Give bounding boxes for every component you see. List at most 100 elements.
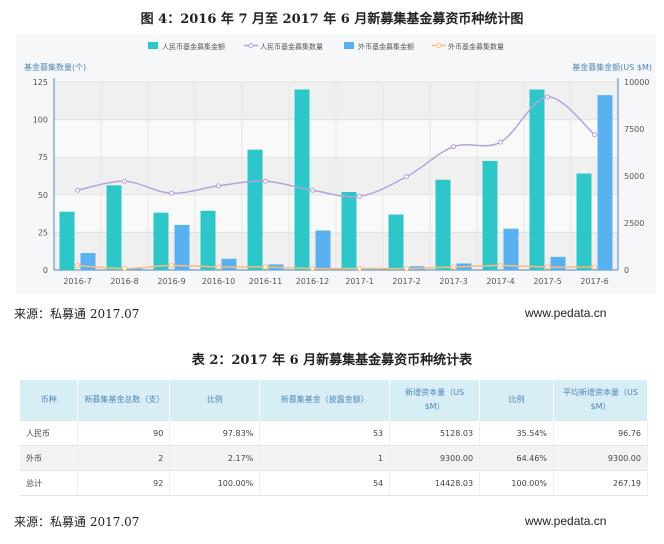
- y-tick-label: 100: [33, 116, 48, 125]
- table-title: 表 2：2017 年 6 月新募集基金募资币种统计表: [191, 353, 473, 368]
- legend-label: 人民币基金募集金额: [162, 42, 225, 51]
- bar: [247, 149, 263, 270]
- legend-label: 人民币基金募集数量: [260, 42, 323, 51]
- line-point: [357, 193, 362, 199]
- header-disclosed-funds: 新募集基金（披露金额）: [259, 380, 391, 421]
- bar: [388, 214, 404, 270]
- cell-fund-count: 2: [77, 445, 171, 471]
- x-tick-label: 2017-6: [580, 277, 608, 286]
- series-line: [77, 264, 595, 270]
- cell-new-capital: 5128.03: [389, 420, 481, 446]
- y2-tick-label: 0: [624, 266, 629, 275]
- cell-capital-ratio: 64.46%: [479, 445, 555, 471]
- legend-label: 外币基金募集金额: [358, 42, 414, 51]
- cell-avg-capital: 267.19: [553, 470, 648, 496]
- legend-swatch: [344, 42, 354, 49]
- chart-area: 0 25 50 75 100 125 0 2500 5000 7500 10000 2016-7 201…: [16, 34, 656, 294]
- cell-currency: 人民币: [20, 420, 79, 446]
- cell-disclosed-funds: 54: [259, 470, 391, 496]
- cell-new-capital: 9300.00: [389, 445, 481, 471]
- x-tick-label: 2017-2: [392, 277, 420, 286]
- bar: [127, 268, 143, 270]
- y-tick-label: 25: [38, 228, 48, 237]
- line-point: [263, 264, 268, 270]
- x-tick-label: 2017-3: [439, 277, 467, 286]
- cell-avg-capital: 9300.00: [553, 445, 648, 471]
- legend-swatch: [148, 42, 158, 49]
- x-tick-label: 2016-12: [296, 277, 329, 286]
- source-url: www.pedata.cn: [525, 514, 607, 528]
- y-tick-label: 75: [38, 153, 48, 162]
- currency-stats-table: 币种 新募集基金总数（支） 比例 新募集基金（披露金额） 新增资本量（US $M…: [20, 380, 648, 496]
- x-tick-label: 2016-7: [63, 277, 91, 286]
- line-point: [498, 139, 503, 145]
- bar: [482, 160, 498, 270]
- figure-title: 图 4：2016 年 7 月至 2017 年 6 月新募集基金募资币种统计图: [140, 12, 524, 27]
- cell-currency: 总计: [20, 470, 79, 496]
- bar: [153, 212, 169, 270]
- cell-capital-ratio: 35.54%: [479, 420, 555, 446]
- line-point: [216, 264, 221, 270]
- header-currency: 币种: [20, 380, 79, 421]
- cell-disclosed-funds: 1: [259, 445, 391, 471]
- bar: [529, 89, 545, 270]
- line-point: [122, 265, 127, 271]
- line-point: [263, 178, 268, 184]
- y2-axis-label: 基金募集金额(US $M): [572, 62, 652, 72]
- line-point: [498, 262, 503, 268]
- cell-disclosed-funds: 53: [259, 420, 391, 446]
- bar: [174, 224, 190, 270]
- line-point: [75, 262, 80, 268]
- bar: [106, 185, 122, 270]
- source-url: www.pedata.cn: [525, 306, 607, 320]
- cell-count-ratio: 2.17%: [169, 445, 261, 471]
- header-capital-ratio: 比例: [479, 380, 555, 421]
- line-point: [545, 264, 550, 270]
- bar: [435, 179, 451, 270]
- table-row: 外币 2 2.17% 1 9300.00 64.46% 9300.00: [20, 445, 648, 471]
- bar: [550, 256, 566, 270]
- bar: [597, 95, 613, 270]
- header-fund-count: 新募集基金总数（支）: [77, 380, 171, 421]
- line-point: [310, 265, 315, 271]
- line-point: [310, 187, 315, 193]
- source-note: 来源：私募通 2017.07: [14, 307, 140, 321]
- bar: [315, 230, 331, 270]
- y-axis-label: 基金募集数量(个): [24, 62, 86, 72]
- y-tick-label: 0: [43, 266, 48, 275]
- bar: [294, 89, 310, 270]
- x-tick-label: 2016-11: [249, 277, 282, 286]
- line-point: [451, 264, 456, 270]
- x-tick-label: 2016-9: [157, 277, 185, 286]
- cell-count-ratio: 97.83%: [169, 420, 261, 446]
- cell-avg-capital: 96.76: [553, 420, 648, 446]
- bar: [576, 173, 592, 270]
- line-point: [216, 183, 221, 189]
- x-tick-label: 2016-10: [202, 277, 235, 286]
- cell-fund-count: 90: [77, 420, 171, 446]
- header-new-capital: 新增资本量（US $M）: [389, 380, 481, 421]
- line-point: [404, 265, 409, 271]
- y2-tick-label: 2500: [624, 219, 644, 228]
- cell-currency: 外币: [20, 445, 79, 471]
- combo-chart: 0 25 50 75 100 125 0 2500 5000 7500 10000 2016-7 201…: [24, 42, 652, 286]
- y-tick-label: 50: [38, 191, 48, 200]
- legend-label: 外币基金募集数量: [448, 42, 504, 51]
- cell-capital-ratio: 100.00%: [479, 470, 555, 496]
- source-note: 来源：私募通 2017.07: [14, 515, 140, 529]
- line-point: [592, 132, 597, 138]
- legend-marker: [248, 43, 254, 48]
- header-count-ratio: 比例: [169, 380, 261, 421]
- header-avg-capital: 平均新增资本量（US $M）: [553, 380, 648, 421]
- table-row: 总计 92 100.00% 54 14428.03 100.00% 267.19: [20, 470, 648, 496]
- cell-new-capital: 14428.03: [389, 470, 481, 496]
- bar: [221, 258, 237, 270]
- line-point: [75, 187, 80, 193]
- legend-marker: [436, 43, 442, 48]
- x-tick-label: 2016-8: [110, 277, 138, 286]
- y-tick-label: 125: [33, 78, 48, 87]
- x-tick-label: 2017-4: [486, 277, 514, 286]
- x-tick-label: 2017-1: [345, 277, 373, 286]
- y2-tick-label: 10000: [624, 78, 649, 87]
- line-point: [169, 190, 174, 196]
